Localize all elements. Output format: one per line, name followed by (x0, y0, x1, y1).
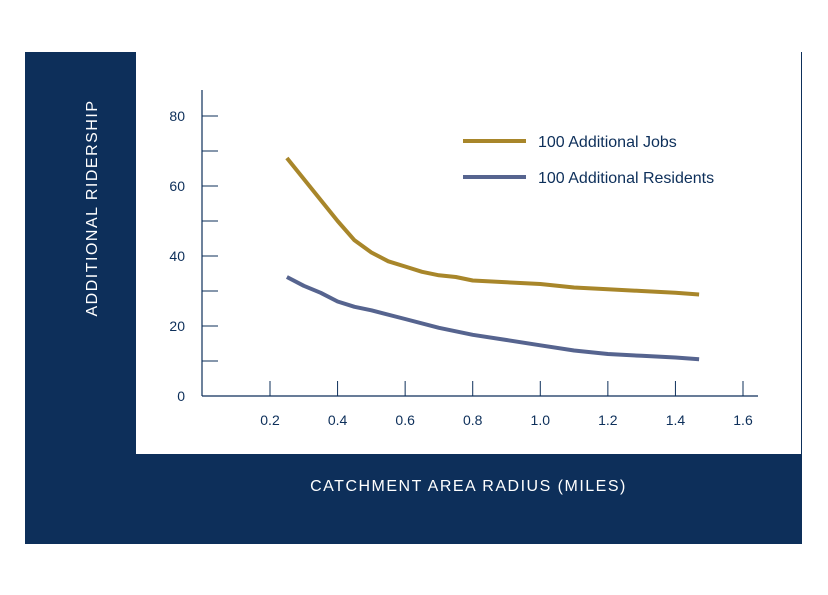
plot-panel (136, 52, 801, 454)
y-tick-label: 80 (169, 108, 185, 124)
series-group (285, 156, 700, 362)
x-tick-label: 0.4 (328, 412, 348, 428)
x-tick-label: 1.0 (531, 412, 551, 428)
y-tick-label: 0 (177, 388, 185, 404)
x-tick-label: 1.4 (666, 412, 686, 428)
axes: 0 20 40 60 80 0.2 0.4 0.6 0.8 1.0 1.2 1.4 1.6 (169, 90, 758, 428)
y-tick-label: 20 (169, 318, 185, 334)
series-line-residents (285, 275, 700, 362)
x-axis-label: CATCHMENT AREA RADIUS (MILES) (310, 478, 627, 495)
series-line-jobs (285, 156, 700, 297)
x-tick-label: 1.2 (598, 412, 618, 428)
legend: 100 Additional Jobs 100 Additional Reside… (463, 134, 714, 187)
x-tick-label: 0.8 (463, 412, 483, 428)
legend-label: 100 Additional Residents (538, 170, 714, 187)
y-tick-label: 60 (169, 178, 185, 194)
x-tick-label: 0.2 (260, 412, 280, 428)
legend-label: 100 Additional Jobs (538, 134, 677, 151)
x-tick-label: 1.6 (733, 412, 753, 428)
x-tick-label: 0.6 (395, 412, 415, 428)
y-tick-label: 40 (169, 248, 185, 264)
